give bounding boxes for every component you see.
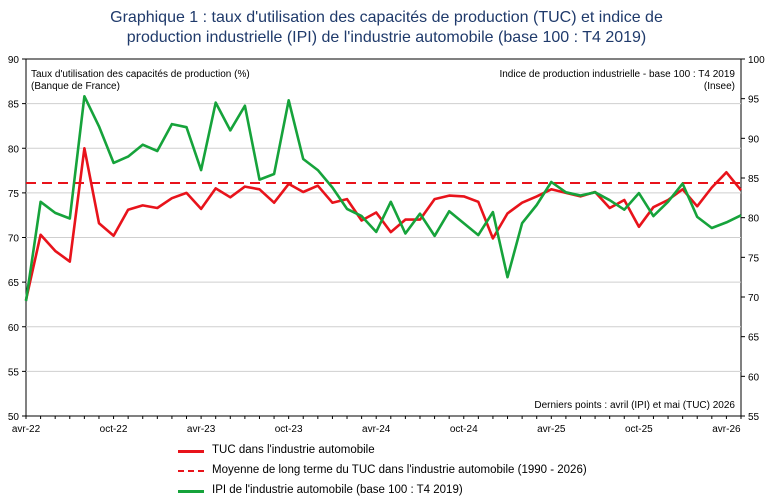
right-axis-ticks: 55 60 65 70 75 80 85 90 95 100 (741, 55, 765, 423)
left-tick-label: 90 (8, 55, 20, 66)
right-tick-label: 75 (748, 253, 760, 264)
left-axis-ticks: 50 55 60 65 70 75 80 85 90 (8, 55, 26, 423)
x-tick-label: oct-24 (450, 424, 478, 435)
left-tick-label: 70 (8, 234, 20, 245)
x-axis-ticks: avr-22 oct-22 avr-23 oct-23 avr-24 oct-24 avr-… (12, 416, 742, 435)
plot-frame (25, 58, 742, 417)
series-layer (24, 95, 743, 302)
left-tick-label: 65 (8, 278, 20, 289)
x-tick-label: avr-24 (362, 424, 391, 435)
chart-title: Graphique 1 : taux d'utilisation des cap… (0, 8, 773, 48)
series-line-ipi-group (24, 95, 742, 302)
left-tick-label: 75 (8, 189, 20, 200)
right-axis-label: Indice de production industrielle - base… (499, 69, 735, 80)
series-line-ipi (24, 95, 742, 302)
legend-swatch-ipi (178, 490, 204, 493)
left-tick-label: 50 (8, 412, 20, 423)
right-tick-label: 80 (748, 214, 760, 225)
legend-label-tuc-average: Moyenne de long terme du TUC dans l'indu… (212, 464, 587, 476)
left-tick-label: 60 (8, 323, 20, 334)
x-tick-label: avr-26 (712, 424, 741, 435)
legend-item-tuc-average: Moyenne de long terme du TUC dans l'indu… (178, 460, 587, 480)
left-axis-source: (Banque de France) (31, 81, 120, 92)
x-tick-label: oct-25 (625, 424, 653, 435)
right-tick-label: 90 (748, 134, 760, 145)
series-line-tuc (24, 147, 743, 301)
left-tick-label: 80 (8, 144, 20, 155)
legend: TUC dans l'industrie automobile Moyenne … (178, 440, 587, 500)
legend-item-tuc: TUC dans l'industrie automobile (178, 440, 587, 460)
x-tick-label: oct-23 (275, 424, 303, 435)
x-tick-label: oct-22 (100, 424, 128, 435)
left-tick-label: 85 (8, 100, 20, 111)
right-axis-source: (Insee) (704, 81, 735, 92)
right-tick-label: 55 (748, 412, 760, 423)
left-tick-label: 55 (8, 367, 20, 378)
right-tick-label: 60 (748, 372, 760, 383)
chart-title-line-2: production industrielle (IPI) de l'indus… (126, 29, 647, 46)
chart-title-line-1: Graphique 1 : taux d'utilisation des cap… (110, 9, 663, 26)
right-tick-label: 100 (748, 55, 765, 66)
latest-points-note: Derniers points : avril (IPI) et mai (TU… (534, 400, 735, 411)
x-tick-label: avr-25 (537, 424, 566, 435)
legend-label-tuc: TUC dans l'industrie automobile (212, 444, 375, 456)
right-tick-label: 85 (748, 174, 760, 185)
right-tick-label: 95 (748, 95, 760, 106)
legend-swatch-tuc-average (178, 470, 204, 472)
legend-item-ipi: IPI de l'industrie automobile (base 100 … (178, 480, 587, 500)
right-tick-label: 70 (748, 293, 760, 304)
x-tick-label: avr-23 (187, 424, 216, 435)
x-tick-label: avr-22 (12, 424, 41, 435)
series-line-tuc-group (24, 147, 743, 301)
legend-label-ipi: IPI de l'industrie automobile (base 100 … (212, 484, 463, 496)
left-axis-label: Taux d'utilisation des capacités de prod… (31, 69, 250, 80)
right-tick-label: 65 (748, 333, 760, 344)
legend-swatch-tuc (178, 450, 204, 453)
